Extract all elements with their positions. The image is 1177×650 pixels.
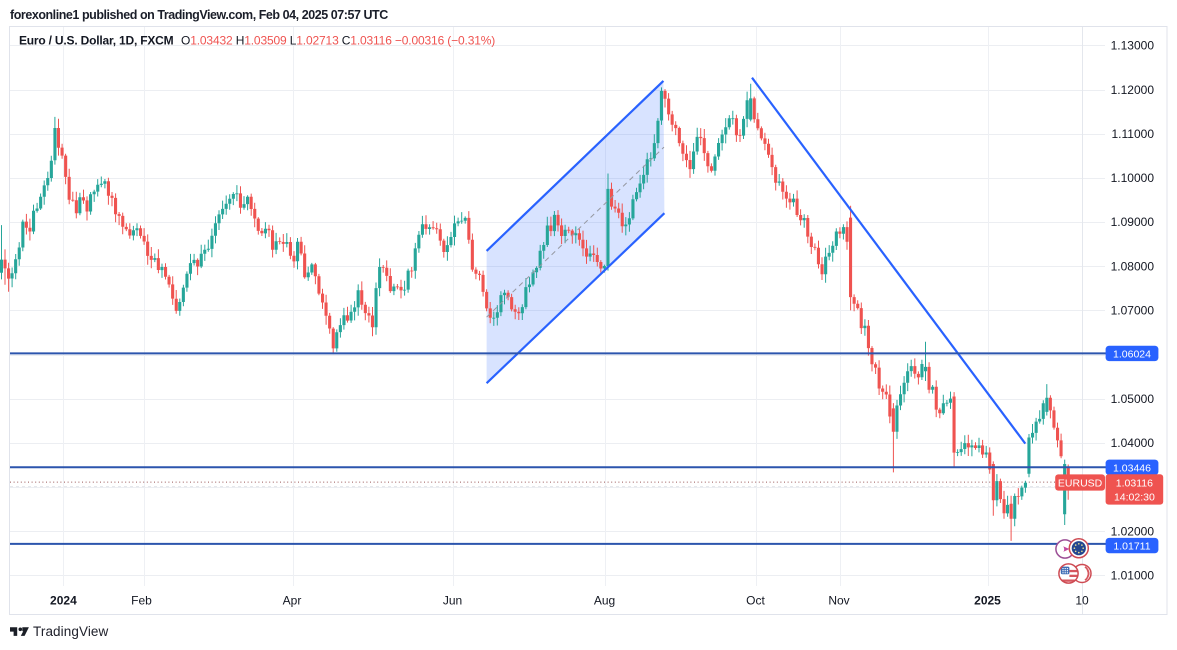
svg-text:forexonline1 published on Trad: forexonline1 published on TradingView.co… bbox=[10, 8, 388, 22]
svg-text:1.01000: 1.01000 bbox=[1111, 569, 1155, 583]
svg-text:1.06024: 1.06024 bbox=[1113, 348, 1151, 360]
svg-text:1.13000: 1.13000 bbox=[1111, 39, 1155, 53]
svg-text:2025: 2025 bbox=[974, 594, 1001, 608]
svg-text:Oct: Oct bbox=[746, 594, 765, 608]
svg-text:Feb: Feb bbox=[131, 594, 152, 608]
svg-text:1.12000: 1.12000 bbox=[1111, 83, 1155, 97]
svg-text:10: 10 bbox=[1075, 594, 1089, 608]
svg-text:1.05000: 1.05000 bbox=[1111, 392, 1155, 406]
svg-text:Jun: Jun bbox=[443, 594, 462, 608]
svg-text:EURUSD: EURUSD bbox=[1058, 478, 1103, 490]
svg-text:Euro / U.S. Dollar, 1D, FXCM: Euro / U.S. Dollar, 1D, FXCM bbox=[19, 34, 174, 48]
svg-text:1.08000: 1.08000 bbox=[1111, 259, 1155, 273]
svg-text:Apr: Apr bbox=[283, 594, 302, 608]
svg-text:1.10000: 1.10000 bbox=[1111, 171, 1155, 185]
svg-text:1.02000: 1.02000 bbox=[1111, 524, 1155, 538]
svg-text:1.03116: 1.03116 bbox=[1116, 477, 1153, 489]
svg-text:1.01711: 1.01711 bbox=[1113, 541, 1150, 553]
svg-text:1.03446: 1.03446 bbox=[1113, 462, 1151, 474]
svg-text:1.11000: 1.11000 bbox=[1112, 127, 1155, 141]
svg-text:2024: 2024 bbox=[50, 594, 77, 608]
svg-text:14:02:30: 14:02:30 bbox=[1114, 492, 1155, 504]
svg-text:Aug: Aug bbox=[594, 594, 615, 608]
svg-text:O1.03432 H1.03509 L1.02713: O1.03432 H1.03509 L1.02713 C1.03116 −0.0… bbox=[181, 34, 495, 48]
svg-text:1.04000: 1.04000 bbox=[1111, 436, 1155, 450]
svg-text:Nov: Nov bbox=[828, 594, 849, 608]
svg-text:TradingView: TradingView bbox=[33, 624, 109, 639]
svg-text:1.07000: 1.07000 bbox=[1111, 304, 1155, 318]
svg-text:1.09000: 1.09000 bbox=[1111, 215, 1155, 229]
